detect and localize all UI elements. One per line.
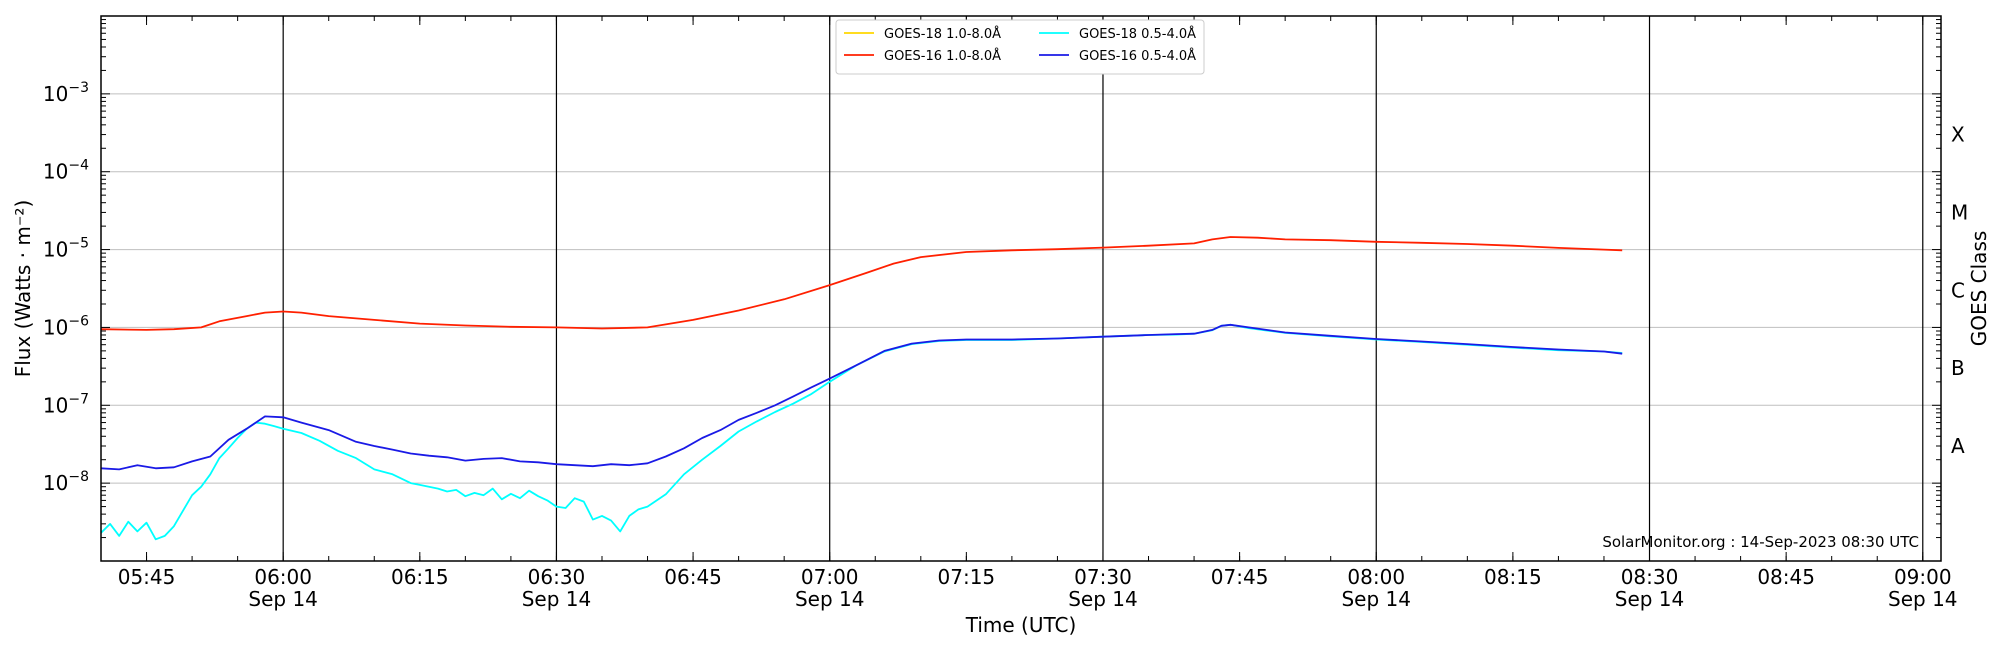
goes-class-label: X — [1951, 123, 1965, 147]
x-tick-date-label: Sep 14 — [1615, 587, 1685, 611]
x-tick-label: 07:30 — [1074, 565, 1132, 589]
x-tick-date-label: Sep 14 — [1341, 587, 1411, 611]
right-axis-title: GOES Class — [1967, 231, 1991, 347]
plot-area-frame — [100, 15, 1942, 562]
x-tick-date-label: Sep 14 — [1068, 587, 1138, 611]
x-tick-label: 06:30 — [528, 565, 586, 589]
goes-class-label: M — [1951, 200, 1968, 224]
x-tick-label: 06:15 — [391, 565, 449, 589]
goes-class-label: B — [1951, 356, 1965, 380]
x-tick-label: 08:30 — [1621, 565, 1679, 589]
series-layer — [100, 236, 1623, 541]
y-tick-label: 10−6 — [43, 313, 89, 339]
y-tick-label: 10−7 — [43, 391, 89, 417]
y-tick-label: 10−3 — [43, 80, 89, 106]
grid-layer — [101, 93, 1941, 484]
y-tick-label: 10−5 — [43, 236, 89, 262]
x-tick-label: 08:00 — [1347, 565, 1405, 589]
x-tick-label: 05:45 — [118, 565, 176, 589]
x-tick-date-label: Sep 14 — [522, 587, 592, 611]
x-axis-title: Time (UTC) — [965, 613, 1077, 637]
x-tick-label: 08:45 — [1757, 565, 1815, 589]
series-line — [100, 323, 1623, 471]
legend-label: GOES-18 0.5-4.0Å — [1079, 26, 1196, 42]
y-tick-labels: 10−8 10−7 10−6 10−5 10−4 10−3 — [43, 80, 89, 495]
legend: GOES-18 1.0-8.0Å GOES-16 1.0-8.0Å GOES-18 … — [835, 19, 1205, 75]
legend-label: GOES-16 1.0-8.0Å — [884, 48, 1001, 64]
series-line — [100, 236, 1623, 331]
x-tick-label: 07:45 — [1211, 565, 1269, 589]
vertical-time-lines — [282, 16, 1924, 561]
x-tick-date-label: Sep 14 — [248, 587, 318, 611]
x-tick-date-label: Sep 14 — [1888, 587, 1958, 611]
y-axis-title: Flux (Watts · m⁻²) — [11, 200, 35, 378]
tick-layer — [100, 16, 1941, 562]
x-tick-label: 07:15 — [938, 565, 996, 589]
y-tick-label: 10−8 — [43, 469, 89, 495]
x-tick-date-label: Sep 14 — [795, 587, 865, 611]
x-tick-label: 08:15 — [1484, 565, 1542, 589]
x-tick-label: 09:00 — [1894, 565, 1952, 589]
series-line — [100, 323, 1623, 541]
y-tick-label: 10−4 — [43, 158, 89, 184]
x-tick-label: 06:45 — [664, 565, 722, 589]
credit-annotation: SolarMonitor.org : 14-Sep-2023 08:30 UTC — [1602, 533, 1919, 551]
x-tick-label: 06:00 — [254, 565, 312, 589]
goes-class-label: A — [1951, 434, 1965, 458]
x-tick-label: 07:00 — [801, 565, 859, 589]
legend-label: GOES-16 0.5-4.0Å — [1079, 48, 1196, 64]
legend-label: GOES-18 1.0-8.0Å — [884, 26, 1001, 42]
goes-class-label: C — [1951, 278, 1965, 302]
legend-box — [835, 19, 1205, 75]
goes-class-labels: A B C M X — [1951, 123, 1968, 458]
